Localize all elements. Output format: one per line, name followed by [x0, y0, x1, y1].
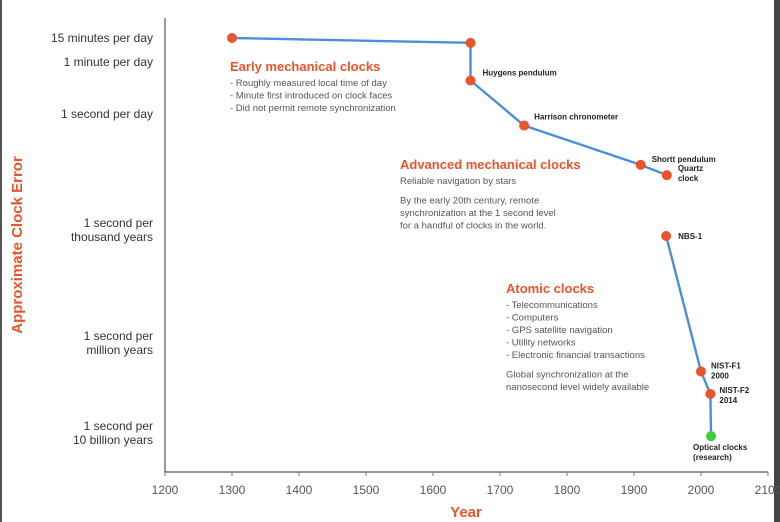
data-point: [661, 170, 672, 181]
data-point: [465, 37, 476, 48]
x-tick-label: 1300: [219, 483, 246, 497]
text-line: 1 minute per day: [64, 55, 153, 69]
data-point: [696, 366, 706, 377]
annotation-line: - Did not permit remote synchronization: [230, 103, 396, 114]
text-line: 1 second per: [84, 329, 153, 343]
text-line: Optical clocks: [693, 443, 748, 452]
annotation-line: - Telecommunications: [506, 300, 598, 311]
annotation-line: - Roughly measured local time of day: [230, 78, 387, 89]
y-tick-labels: 15 minutes per day 1 minute per day 1 seco…: [51, 31, 153, 447]
text-line: Shortt pendulum: [652, 155, 716, 164]
x-tick-labels: 1200 1300 1400 1500 1600 1700 1800 1900 2000 2100: [152, 472, 780, 497]
annotation-line: synchronization at the 1 second level: [400, 208, 556, 219]
text-line: 2000: [711, 371, 729, 380]
text-line: (research): [693, 453, 732, 462]
x-tick-label: 1700: [487, 483, 514, 497]
data-point-label: Shortt pendulum: [652, 155, 716, 164]
data-point-label: Harrison chronometer: [534, 113, 618, 122]
data-point: [465, 75, 476, 86]
annotation-line: Global synchronization at the: [506, 369, 629, 380]
text-line: Huygens pendulum: [483, 68, 557, 77]
y-tick-label: 1 second per thousand years: [71, 216, 153, 244]
annotation-title: Advanced mechanical clocks: [400, 157, 581, 172]
text-line: NIST-F1: [711, 361, 741, 370]
data-point: [635, 159, 646, 170]
y-axis-title: Approximate Clock Error: [9, 156, 26, 334]
annotation-line: - Electronic financial transactions: [506, 350, 645, 361]
annotation-line: By the early 20th century, remote: [400, 195, 539, 206]
data-point-label: Optical clocks (research): [693, 443, 748, 462]
annotation-line: Reliable navigation by stars: [400, 176, 516, 187]
text-line: thousand years: [71, 230, 153, 244]
x-tick-label: 1800: [554, 483, 581, 497]
text-line: Harrison chronometer: [534, 113, 618, 122]
text-line: NBS-1: [678, 232, 703, 241]
text-line: 10 billion years: [73, 433, 153, 447]
data-point: [227, 33, 237, 43]
annotation-line: - Minute first introduced on clock faces: [230, 91, 392, 102]
annotation-title: Early mechanical clocks: [230, 59, 380, 74]
annotation-title: Atomic clocks: [506, 281, 594, 296]
data-point: [705, 388, 716, 399]
data-point-label: Huygens pendulum: [483, 68, 557, 77]
x-tick-label: 2100: [755, 483, 780, 497]
y-tick-label: 1 minute per day: [64, 55, 153, 69]
x-axis-title: Year: [450, 504, 482, 521]
data-point-label: NBS-1: [678, 232, 703, 241]
annotation-line: nanosecond level widely available: [506, 382, 649, 393]
y-tick-label: 1 second per 10 billion years: [73, 419, 153, 447]
frame-left-border: [0, 0, 2, 522]
text-line: clock: [678, 174, 699, 183]
frame-right-border: [774, 0, 780, 522]
text-line: 2014: [719, 396, 737, 405]
text-line: million years: [86, 343, 153, 357]
y-tick-label: 1 second per day: [61, 107, 153, 121]
y-tick-label: 15 minutes per day: [51, 31, 153, 45]
axes: [164, 18, 768, 473]
text-line: 15 minutes per day: [51, 31, 153, 45]
annotation-line: - GPS satellite navigation: [506, 325, 613, 336]
x-tick-label: 1400: [286, 483, 313, 497]
data-point: [519, 120, 530, 131]
x-tick-label: 2000: [688, 483, 715, 497]
series-line: [664, 235, 713, 437]
annotations: Early mechanical clocks - Roughly measure…: [230, 59, 649, 393]
text-line: 1 second per: [84, 216, 153, 230]
x-tick-label: 1600: [420, 483, 447, 497]
y-tick-label: 1 second per million years: [84, 329, 153, 357]
data-point: [706, 431, 717, 442]
annotation-line: - Computers: [506, 313, 559, 324]
data-point: [661, 230, 672, 241]
data-point-label: Quartz clock: [678, 164, 703, 183]
data-point-label: NIST-F2 2014: [719, 386, 749, 405]
x-tick-label: 1900: [621, 483, 648, 497]
data-point-label: NIST-F1 2000: [711, 361, 741, 380]
annotation-line: - Utility networks: [506, 338, 576, 349]
text-line: 1 second per: [84, 419, 153, 433]
text-line: 1 second per day: [61, 107, 153, 121]
text-line: Quartz: [678, 164, 703, 173]
series: Huygens pendulum Harrison chronometer Shor…: [227, 33, 750, 462]
x-tick-label: 1200: [152, 483, 179, 497]
annotation-line: for a handful of clocks in the world.: [400, 220, 546, 231]
text-line: NIST-F2: [719, 386, 749, 395]
x-tick-label: 1500: [353, 483, 380, 497]
